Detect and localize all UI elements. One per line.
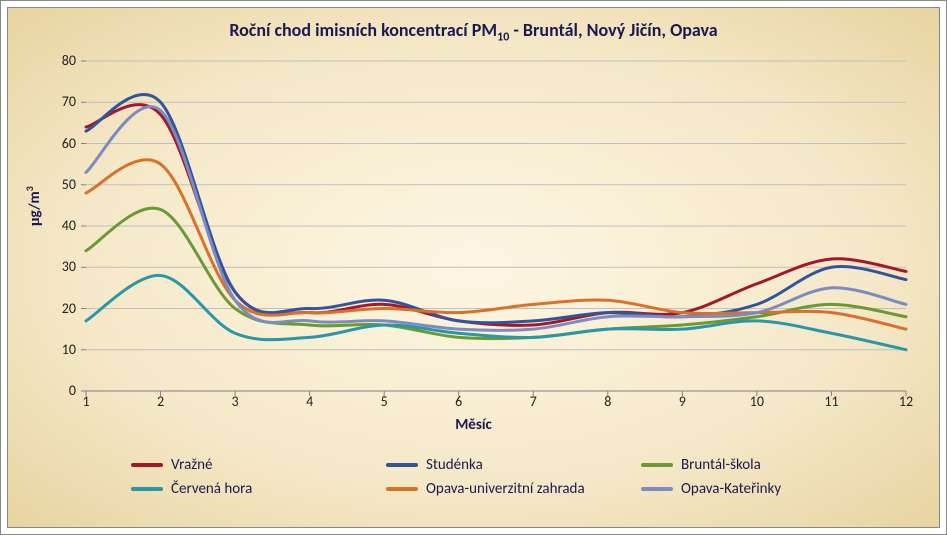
x-tick-label: 9 [667,393,697,410]
legend-label: Opava-univerzitní zahrada [426,480,585,498]
title-prefix: Roční chod imisních koncentrací PM [229,19,497,41]
x-tick-label: 11 [816,393,846,410]
x-tick-label: 2 [146,393,176,410]
legend-item: Opava-Kateřinky [641,480,896,498]
x-tick-label: 6 [444,393,474,410]
y-tick-label: 50 [36,176,76,193]
y-tick-label: 10 [36,341,76,358]
plot-area [86,61,906,391]
y-tick-label: 80 [36,52,76,69]
legend-swatch [131,487,163,491]
chart-container: Roční chod imisních koncentrací PM10 - B… [0,0,947,535]
legend-item: Vražné [131,456,386,474]
legend-label: Studénka [426,456,483,474]
legend-label: Červená hora [171,480,252,498]
x-tick-label: 5 [369,393,399,410]
legend: Vražné Studénka Bruntál-škola Červená hora O… [131,456,901,504]
title-subscript: 10 [497,31,509,45]
x-tick-label: 12 [891,393,921,410]
legend-label: Bruntál-škola [681,456,761,474]
y-tick-label: 70 [36,93,76,110]
y-tick-label: 30 [36,258,76,275]
legend-swatch [386,487,418,491]
legend-item: Bruntál-škola [641,456,896,474]
legend-swatch [386,463,418,467]
chart-title: Roční chod imisních koncentrací PM10 - B… [1,19,946,45]
series-line [86,107,906,331]
x-tick-label: 7 [518,393,548,410]
legend-label: Vražné [171,456,213,474]
y-tick-label: 0 [36,382,76,399]
legend-swatch [641,463,673,467]
y-tick-label: 20 [36,300,76,317]
title-suffix: - Bruntál, Nový Jičín, Opava [509,19,717,41]
x-tick-label: 10 [742,393,772,410]
legend-item: Studénka [386,456,641,474]
series-line [86,94,906,322]
x-tick-label: 3 [220,393,250,410]
legend-row: Červená hora Opava-univerzitní zahrada Opa… [131,480,901,498]
legend-item: Červená hora [131,480,386,498]
x-tick-label: 4 [295,393,325,410]
legend-label: Opava-Kateřinky [681,480,781,498]
y-tick-label: 40 [36,217,76,234]
y-tick-label: 60 [36,135,76,152]
legend-swatch [641,487,673,491]
x-tick-label: 1 [71,393,101,410]
chart-svg [86,61,906,391]
x-axis-label: Měsíc [1,416,946,434]
x-tick-label: 8 [593,393,623,410]
legend-row: Vražné Studénka Bruntál-škola [131,456,901,474]
legend-item: Opava-univerzitní zahrada [386,480,641,498]
legend-swatch [131,463,163,467]
